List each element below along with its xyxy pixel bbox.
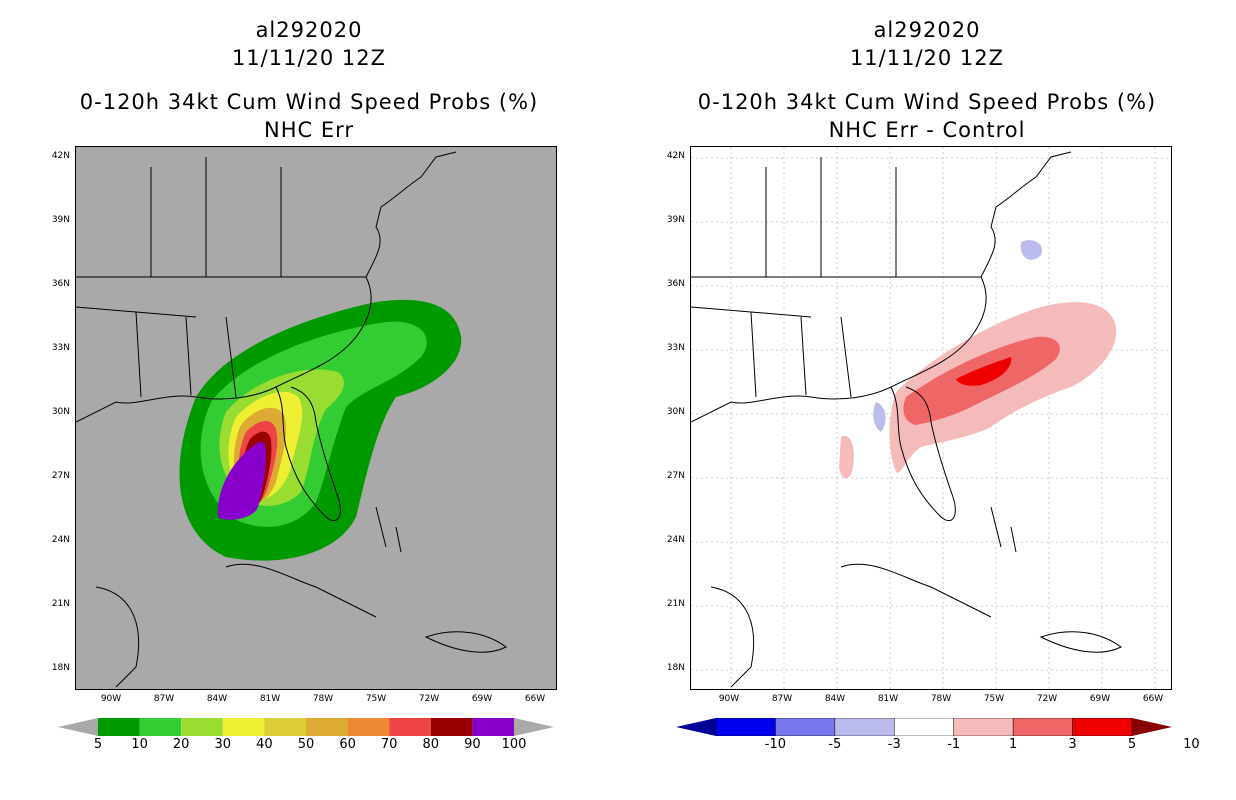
colorbar-swatch bbox=[98, 718, 140, 736]
lon-label: 81W bbox=[877, 694, 899, 704]
lat-label: 39N bbox=[51, 215, 70, 225]
colorbar-swatch bbox=[953, 718, 1014, 736]
colorbar-tick-label: 70 bbox=[380, 737, 398, 752]
lon-label: 72W bbox=[418, 694, 440, 704]
colorbar-swatch bbox=[347, 718, 390, 736]
prob-100-contour bbox=[217, 442, 266, 520]
lat-label: 18N bbox=[51, 663, 70, 673]
colorbar-min-arrow bbox=[58, 718, 98, 736]
lat-label: 39N bbox=[666, 215, 685, 225]
difference-map bbox=[690, 146, 1172, 690]
colorbar-tick-label: 3 bbox=[1068, 737, 1077, 752]
right-panel: al292020 11/11/20 12Z 0-120h 34kt Cum Wi… bbox=[618, 0, 1236, 800]
diff-neg-contour bbox=[873, 402, 886, 432]
colorbar-swatch bbox=[222, 718, 265, 736]
lat-label: 21N bbox=[51, 599, 70, 609]
lon-label: 84W bbox=[206, 694, 228, 704]
colorbar-max-arrow bbox=[1132, 718, 1172, 736]
product-title: 0-120h 34kt Cum Wind Speed Probs (%) bbox=[697, 90, 1157, 114]
colorbar-tick-label: 20 bbox=[172, 737, 190, 752]
colorbar-tick-label: 100 bbox=[501, 737, 527, 752]
colorbar-swatch bbox=[139, 718, 182, 736]
colorbar-swatch bbox=[389, 718, 431, 736]
diff-neg-contour bbox=[1020, 240, 1042, 260]
colorbar-tick-label: 80 bbox=[422, 737, 440, 752]
colorbar-tick-label: -1 bbox=[947, 737, 961, 752]
coastlines bbox=[76, 151, 507, 688]
lon-label: 69W bbox=[1089, 694, 1111, 704]
colorbar-swatch bbox=[894, 718, 954, 736]
colorbar-swatch bbox=[264, 718, 306, 736]
colorbar-tick-label: -10 bbox=[764, 737, 787, 752]
panel-subtitle: NHC Err - Control bbox=[828, 118, 1026, 142]
colorbar-tick-label: -3 bbox=[887, 737, 901, 752]
colorbar-tick-label: 50 bbox=[297, 737, 315, 752]
storm-id-title: al292020 bbox=[255, 18, 363, 42]
lon-label: 75W bbox=[365, 694, 387, 704]
colorbar-swatch bbox=[775, 718, 836, 736]
lat-label: 30N bbox=[51, 407, 70, 417]
lat-label: 27N bbox=[51, 471, 70, 481]
panel-subtitle: NHC Err bbox=[263, 118, 354, 142]
left-panel: al292020 11/11/20 12Z 0-120h 34kt Cum Wi… bbox=[51, 18, 557, 752]
lon-label: 69W bbox=[471, 694, 493, 704]
lat-label: 42N bbox=[51, 151, 70, 161]
colorbar-tick-label: 30 bbox=[214, 737, 232, 752]
lon-label: 72W bbox=[1036, 694, 1058, 704]
lon-label: 84W bbox=[824, 694, 846, 704]
lon-label: 87W bbox=[153, 694, 175, 704]
colorbar-swatch bbox=[306, 718, 348, 736]
colorbar-tick-label: 5 bbox=[1127, 737, 1137, 752]
colorbar-tick-label: 90 bbox=[464, 737, 481, 752]
probability-map bbox=[75, 146, 557, 690]
lon-label: 66W bbox=[524, 694, 546, 704]
date-title: 11/11/20 12Z bbox=[849, 46, 1005, 70]
lon-label: 81W bbox=[259, 694, 281, 704]
lon-label: 66W bbox=[1142, 694, 1164, 704]
colorbar-tick-label: 5 bbox=[93, 737, 103, 752]
lat-label: 33N bbox=[51, 343, 70, 353]
lat-label: 30N bbox=[666, 407, 685, 417]
colorbar-max-arrow bbox=[514, 718, 554, 736]
lat-label: 36N bbox=[51, 279, 70, 289]
lat-label: 21N bbox=[666, 599, 685, 609]
lon-label: 78W bbox=[930, 694, 952, 704]
lon-label: 87W bbox=[771, 694, 793, 704]
colorbar-tick-label: 1 bbox=[1009, 737, 1018, 752]
colorbar-min-arrow bbox=[676, 718, 716, 736]
colorbar-swatch bbox=[430, 718, 473, 736]
coastlines bbox=[691, 151, 1122, 688]
diff-1-contour bbox=[839, 436, 854, 479]
colorbar-tick-label: -5 bbox=[828, 737, 842, 752]
colorbar-tick-label: 40 bbox=[256, 737, 273, 752]
lon-label: 90W bbox=[718, 694, 740, 704]
lat-label: 24N bbox=[51, 535, 70, 545]
colorbar bbox=[58, 718, 554, 736]
colorbar-swatch bbox=[1072, 718, 1133, 736]
colorbar-swatch bbox=[472, 718, 514, 736]
lat-label: 18N bbox=[666, 663, 685, 673]
colorbar-tick-label: 10 bbox=[131, 737, 148, 752]
lat-label: 33N bbox=[666, 343, 685, 353]
lat-label: 36N bbox=[666, 279, 685, 289]
lon-label: 75W bbox=[983, 694, 1005, 704]
colorbar-tick-label: 10 bbox=[1183, 737, 1200, 752]
colorbar-swatch bbox=[1012, 718, 1073, 736]
lon-label: 90W bbox=[100, 694, 122, 704]
colorbar-tick-label: 60 bbox=[339, 737, 356, 752]
date-title: 11/11/20 12Z bbox=[231, 46, 387, 70]
lat-label: 27N bbox=[666, 471, 685, 481]
lon-label: 78W bbox=[312, 694, 334, 704]
colorbar-swatch bbox=[834, 718, 895, 736]
colorbar-swatch bbox=[181, 718, 223, 736]
product-title: 0-120h 34kt Cum Wind Speed Probs (%) bbox=[79, 90, 539, 114]
lat-label: 42N bbox=[666, 151, 685, 161]
diff-5-contour bbox=[956, 357, 1012, 386]
storm-id-title: al292020 bbox=[873, 18, 981, 42]
lat-label: 24N bbox=[666, 535, 685, 545]
colorbar bbox=[676, 718, 1172, 736]
colorbar-swatch bbox=[715, 718, 776, 736]
